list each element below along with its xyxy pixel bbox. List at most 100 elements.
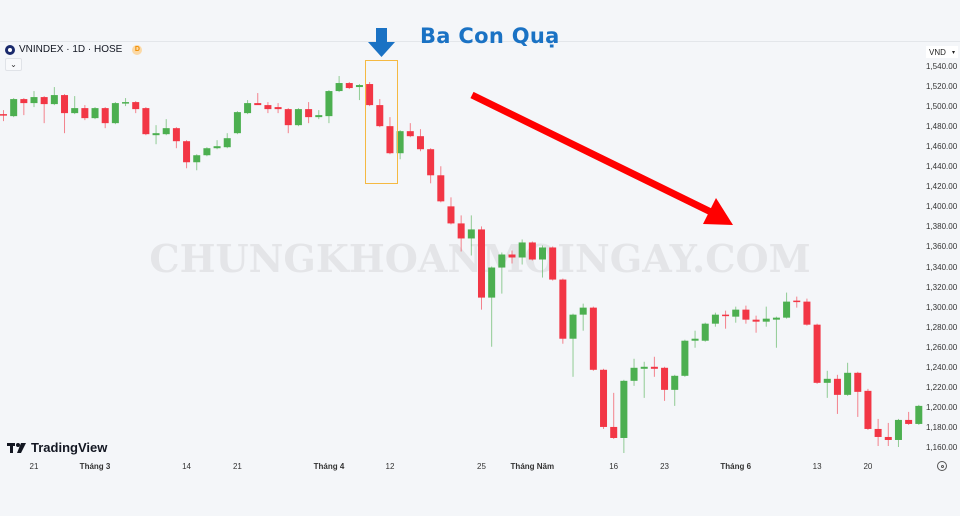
price-tick-label: 1,480.00 bbox=[926, 122, 958, 132]
candle bbox=[40, 96, 48, 124]
candle bbox=[396, 130, 404, 160]
candle bbox=[71, 96, 79, 115]
candle-body bbox=[833, 378, 841, 395]
candle bbox=[874, 418, 882, 446]
candle bbox=[589, 306, 597, 371]
candle-body bbox=[50, 95, 58, 105]
candle bbox=[355, 84, 363, 101]
chevron-down-icon: ⌄ bbox=[10, 60, 17, 69]
time-tick-label: 25 bbox=[477, 462, 486, 471]
candle bbox=[894, 418, 902, 447]
candle-body bbox=[762, 318, 770, 322]
candle bbox=[732, 306, 740, 323]
candle bbox=[376, 99, 384, 128]
candle-body bbox=[91, 108, 99, 119]
candle bbox=[508, 250, 516, 264]
candle bbox=[803, 298, 811, 326]
currency-select[interactable]: VND ▾ bbox=[926, 46, 958, 58]
candle bbox=[101, 107, 109, 129]
settings-icon[interactable] bbox=[937, 461, 947, 471]
candle bbox=[661, 366, 669, 401]
candle-body bbox=[376, 105, 384, 127]
candle-body bbox=[864, 390, 872, 429]
candle-body bbox=[223, 138, 231, 148]
candle-body bbox=[244, 103, 252, 114]
price-tick-label: 1,300.00 bbox=[926, 302, 958, 312]
candle-body bbox=[61, 95, 69, 114]
price-tick-label: 1,200.00 bbox=[926, 402, 958, 412]
candle-body bbox=[905, 419, 913, 424]
candle-body bbox=[691, 338, 699, 341]
candle-body bbox=[488, 267, 496, 298]
tradingview-logo[interactable]: TradingView bbox=[7, 440, 107, 455]
candle bbox=[264, 102, 272, 114]
candle bbox=[620, 379, 628, 454]
candle-body bbox=[315, 115, 323, 118]
time-tick-label: Tháng 3 bbox=[79, 462, 111, 471]
candle bbox=[528, 241, 536, 261]
candle-body bbox=[264, 105, 272, 110]
candle-body bbox=[366, 84, 374, 106]
candle-body bbox=[742, 309, 750, 320]
candle bbox=[61, 94, 69, 134]
symbol-text: VNINDEX · 1D · HOSE bbox=[19, 44, 123, 55]
candle bbox=[640, 361, 648, 398]
price-tick-label: 1,540.00 bbox=[926, 62, 958, 71]
candle bbox=[844, 362, 852, 396]
down-arrow-icon bbox=[368, 28, 395, 57]
candle-body bbox=[457, 223, 465, 239]
candle bbox=[335, 76, 343, 93]
candle-body bbox=[620, 380, 628, 438]
candle-body bbox=[193, 155, 201, 163]
candle-body bbox=[894, 419, 902, 440]
candle-body bbox=[813, 324, 821, 383]
legend-collapse-button[interactable]: ⌄ bbox=[5, 58, 22, 71]
candle bbox=[91, 107, 99, 120]
candle bbox=[223, 133, 231, 149]
candle bbox=[132, 101, 140, 114]
candle bbox=[518, 239, 526, 265]
time-tick-label: 21 bbox=[232, 462, 242, 471]
candle bbox=[854, 371, 862, 417]
candle bbox=[111, 102, 119, 125]
price-tick-label: 1,320.00 bbox=[926, 282, 958, 292]
candle-body bbox=[549, 247, 557, 280]
candle-body bbox=[172, 128, 180, 142]
candle-body bbox=[579, 307, 587, 315]
candle-body bbox=[386, 126, 394, 154]
candle-body bbox=[559, 279, 567, 339]
candle-body bbox=[355, 85, 363, 88]
candle bbox=[711, 312, 719, 327]
symbol-legend[interactable]: VNINDEX · 1D · HOSE D bbox=[5, 44, 143, 55]
price-tick-label: 1,380.00 bbox=[926, 222, 958, 232]
trend-arrow-icon bbox=[470, 91, 733, 225]
candles bbox=[0, 76, 923, 454]
candle-body bbox=[915, 405, 923, 424]
candle-body bbox=[284, 109, 292, 126]
candle-body bbox=[345, 83, 353, 89]
candle bbox=[813, 323, 821, 384]
candle-body bbox=[539, 247, 547, 260]
time-tick-label: Tháng 4 bbox=[313, 462, 345, 471]
candle bbox=[681, 339, 689, 377]
delayed-badge: D bbox=[132, 44, 143, 55]
candle bbox=[0, 110, 7, 122]
candle bbox=[762, 306, 770, 327]
candle bbox=[305, 102, 313, 124]
candle bbox=[193, 154, 201, 171]
candle bbox=[884, 422, 892, 446]
price-tick-label: 1,500.00 bbox=[926, 102, 958, 112]
candle bbox=[81, 105, 89, 121]
candle bbox=[315, 110, 323, 120]
candle bbox=[864, 388, 872, 430]
candle bbox=[10, 98, 18, 118]
candle-body bbox=[783, 301, 791, 318]
candle-body bbox=[20, 99, 28, 104]
candle bbox=[386, 117, 394, 155]
candle-body bbox=[111, 103, 119, 124]
candle bbox=[539, 245, 547, 278]
price-tick-label: 1,220.00 bbox=[926, 382, 958, 392]
price-tick-label: 1,360.00 bbox=[926, 242, 958, 252]
price-tick-label: 1,260.00 bbox=[926, 342, 958, 352]
